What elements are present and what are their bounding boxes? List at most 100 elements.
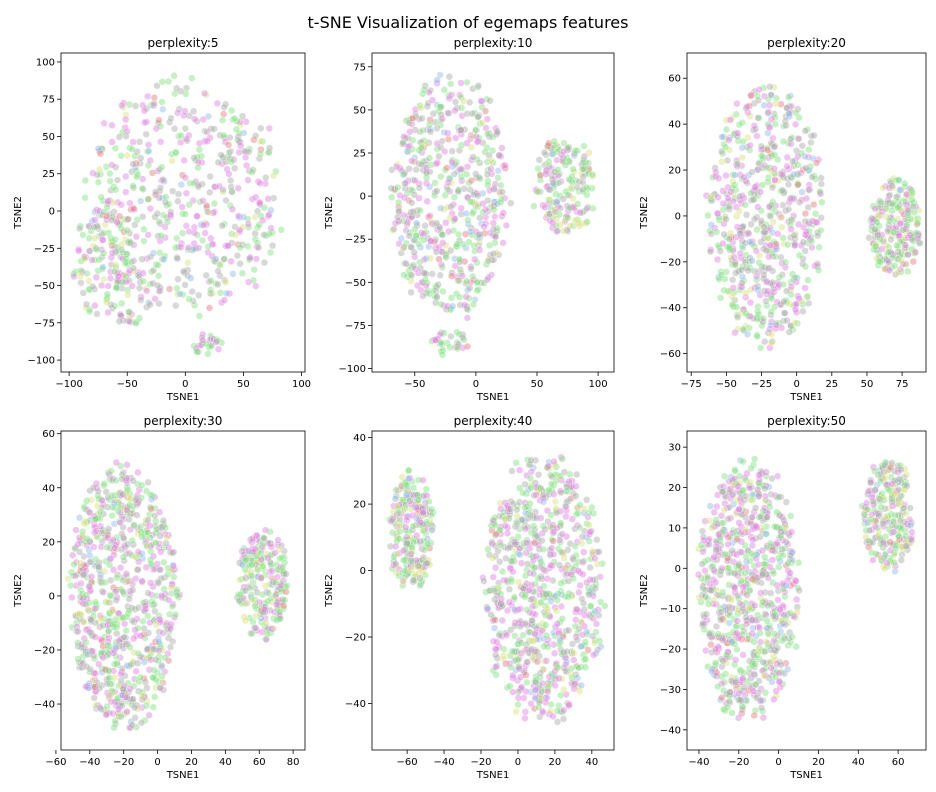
data-point	[131, 626, 139, 634]
data-point	[158, 98, 166, 106]
data-point	[457, 204, 465, 212]
data-point	[491, 212, 499, 221]
data-point	[123, 250, 131, 258]
data-point	[560, 554, 568, 562]
data-point	[581, 638, 589, 646]
data-point	[145, 299, 153, 307]
data-point	[474, 113, 482, 121]
data-point	[511, 632, 519, 640]
data-point	[419, 508, 427, 517]
data-point	[878, 207, 887, 216]
data-point	[220, 103, 228, 111]
data-point	[207, 342, 215, 350]
data-point	[241, 565, 249, 573]
data-point	[98, 636, 106, 645]
data-point	[180, 111, 188, 120]
data-point	[222, 289, 231, 297]
data-point	[807, 138, 815, 147]
data-point	[534, 574, 543, 582]
x-tick-label: −50	[404, 379, 425, 390]
data-point	[145, 711, 153, 719]
data-point	[112, 163, 120, 171]
data-point	[155, 638, 163, 646]
data-point	[449, 226, 458, 235]
data-point	[242, 546, 250, 555]
data-point	[756, 344, 765, 352]
data-point	[783, 153, 792, 162]
data-point	[728, 300, 737, 309]
data-point	[387, 184, 395, 192]
data-point	[93, 502, 102, 510]
data-point	[786, 233, 795, 242]
data-point	[902, 200, 910, 209]
data-point	[125, 595, 133, 603]
data-point	[533, 532, 541, 540]
data-point	[82, 591, 91, 599]
data-point	[447, 80, 455, 88]
data-point	[125, 549, 134, 558]
data-point	[557, 579, 565, 587]
data-point	[143, 542, 151, 550]
data-point	[521, 525, 529, 533]
data-point	[255, 154, 264, 163]
data-point	[818, 198, 826, 206]
data-point	[515, 665, 523, 673]
data-point	[768, 642, 776, 650]
data-point	[155, 218, 163, 226]
data-point	[427, 237, 435, 245]
data-point	[549, 576, 557, 585]
data-point	[808, 173, 816, 181]
data-point	[550, 490, 558, 498]
data-point	[572, 492, 580, 500]
data-point	[540, 565, 548, 574]
data-point	[399, 138, 407, 147]
data-point	[409, 491, 417, 499]
data-point	[553, 663, 562, 671]
data-point	[697, 598, 705, 606]
data-point	[534, 187, 542, 196]
data-point	[225, 289, 234, 298]
data-point	[113, 218, 121, 226]
data-point	[764, 287, 772, 295]
data-point	[115, 712, 123, 721]
data-point	[264, 195, 272, 203]
data-point	[251, 624, 259, 632]
data-point	[568, 640, 577, 648]
data-point	[736, 249, 744, 258]
data-point	[782, 121, 790, 130]
data-point	[507, 626, 515, 634]
data-point	[551, 667, 559, 675]
data-point	[412, 219, 421, 227]
data-point	[539, 201, 547, 209]
data-point	[446, 174, 454, 182]
y-axis-label: TSNE2	[324, 196, 335, 230]
data-point	[258, 137, 267, 146]
data-point	[92, 527, 101, 535]
data-point	[707, 194, 715, 203]
y-tick-label: 20	[42, 537, 55, 548]
data-point	[500, 508, 508, 516]
data-point	[444, 178, 453, 186]
data-point	[415, 240, 423, 248]
data-point	[389, 508, 398, 516]
data-point	[484, 273, 493, 282]
y-axis-label: TSNE2	[13, 196, 24, 230]
data-point	[128, 145, 137, 154]
data-point	[104, 598, 112, 606]
data-point	[522, 671, 530, 679]
data-point	[713, 556, 721, 564]
y-tick-label: 40	[353, 433, 366, 444]
data-point	[119, 490, 127, 498]
data-point	[168, 602, 177, 611]
data-point	[515, 544, 524, 552]
data-point	[97, 543, 105, 551]
data-point	[462, 209, 470, 218]
data-point	[812, 159, 821, 167]
data-point	[781, 544, 789, 553]
data-point	[467, 176, 475, 185]
data-point	[251, 229, 259, 238]
data-point	[586, 602, 595, 610]
data-point	[403, 516, 411, 524]
data-point	[521, 572, 530, 580]
data-point	[99, 263, 107, 271]
